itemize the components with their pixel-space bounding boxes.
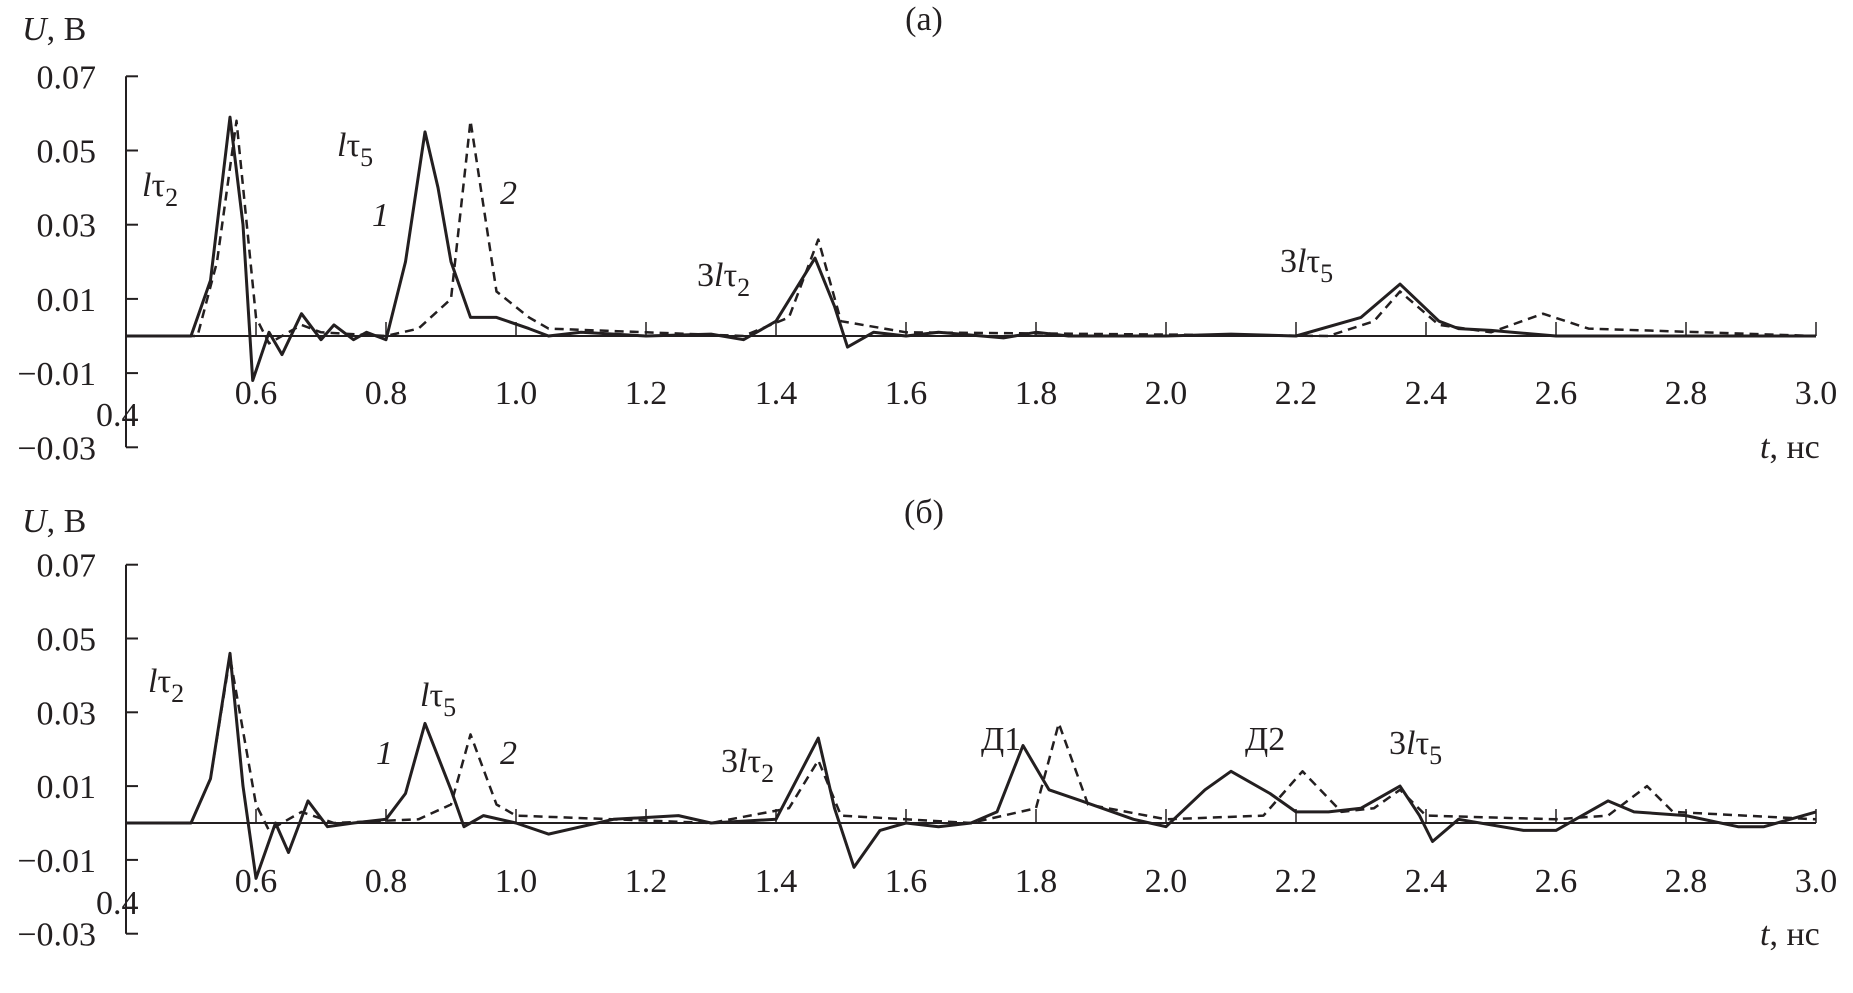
x-tick-label: 1.8: [1015, 375, 1058, 412]
x-tick-label: 3.0: [1795, 375, 1838, 412]
x-tick-label: 2.2: [1275, 375, 1318, 412]
x-tick-label: 2.0: [1145, 863, 1188, 900]
x-axis-label-unit: , нс: [1769, 916, 1819, 953]
x-tick-label: 2.6: [1535, 375, 1578, 412]
x-tick-label: 1.4: [755, 863, 798, 900]
x-tick-label: 2.4: [1405, 375, 1448, 412]
y-axis-label-unit: , В: [47, 503, 87, 540]
x-tick-label: 3.0: [1795, 863, 1838, 900]
y-tick-label: 0.05: [37, 134, 97, 171]
x-tick-label: 2.6: [1535, 863, 1578, 900]
peak-annotation: 3lτ5: [1389, 725, 1442, 770]
y-tick-label: −0.01: [17, 843, 96, 880]
x-tick-label: 0.6: [235, 375, 278, 412]
x-axis-label: t, нс: [1760, 429, 1820, 466]
curve-label-2: 2: [500, 175, 517, 212]
y-axis-label-var: U: [22, 11, 49, 48]
y-axis-label: U, В: [22, 503, 86, 540]
x-axis-label: t, нс: [1760, 916, 1820, 953]
peak-annotation: lτ5: [420, 677, 456, 722]
y-tick-label: 0.05: [37, 622, 97, 659]
x-tick-label: 1.4: [755, 375, 798, 412]
x-tick-label: 2.2: [1275, 863, 1318, 900]
x-tick-label: 2.8: [1665, 375, 1708, 412]
panel-b: (б)U, Вt, нс0.070.050.030.01−0.01−0.030.…: [17, 494, 1837, 954]
x-tick-label: 0.8: [365, 375, 408, 412]
y-axis-label-unit: , В: [47, 11, 87, 48]
x-tick-label: 1.6: [885, 375, 928, 412]
y-tick-label: 0.07: [37, 548, 97, 585]
peak-annotation: Д2: [1245, 721, 1285, 758]
x-tick-label: 2.8: [1665, 863, 1708, 900]
y-tick-label: 0.07: [37, 59, 97, 96]
x-tick-label: 0.4: [96, 885, 139, 922]
y-tick-label: −0.01: [17, 356, 96, 393]
y-tick-label: −0.03: [17, 917, 96, 954]
x-tick-label: 0.8: [365, 863, 408, 900]
series-line-2: [126, 119, 1817, 345]
x-tick-label: 1.0: [495, 375, 538, 412]
x-axis-label-unit: , нс: [1769, 429, 1819, 466]
x-tick-label: 2.4: [1405, 863, 1448, 900]
panel-label: (a): [905, 1, 943, 38]
y-axis-label: U, В: [22, 11, 86, 48]
curve-label-1: 1: [376, 735, 393, 772]
y-axis-label-var: U: [22, 503, 49, 540]
x-tick-label: 2.0: [1145, 375, 1188, 412]
curve-label-1: 1: [372, 197, 389, 234]
peak-annotation: 3lτ2: [721, 743, 774, 788]
x-tick-label: 1.8: [1015, 863, 1058, 900]
peak-annotation: lτ2: [142, 167, 178, 212]
x-tick-label: 1.2: [625, 375, 668, 412]
peak-annotation: Д1: [981, 721, 1021, 758]
panel-a: (a)U, Вt, нс0.070.050.030.01−0.01−0.030.…: [17, 1, 1837, 467]
x-axis-label-var: t: [1760, 429, 1771, 466]
peak-annotation: 3lτ2: [697, 257, 750, 302]
series-line-1: [126, 651, 1817, 880]
peak-annotation: lτ5: [337, 127, 373, 172]
panel-label: (б): [904, 494, 944, 531]
y-tick-label: 0.01: [37, 282, 97, 319]
y-tick-label: 0.03: [37, 695, 97, 732]
x-tick-label: 1.6: [885, 863, 928, 900]
x-tick-label: 0.4: [96, 397, 139, 434]
y-tick-label: −0.03: [17, 430, 96, 467]
curve-label-2: 2: [500, 735, 517, 772]
y-tick-label: 0.01: [37, 769, 97, 806]
series-line-1: [126, 115, 1816, 382]
x-tick-label: 1.0: [495, 863, 538, 900]
series-line-2: [126, 655, 1817, 832]
peak-annotation: lτ2: [148, 663, 184, 708]
peak-annotation: 3lτ5: [1280, 243, 1333, 288]
x-tick-label: 1.2: [625, 863, 668, 900]
y-tick-label: 0.03: [37, 208, 97, 245]
x-axis-label-var: t: [1760, 916, 1771, 953]
